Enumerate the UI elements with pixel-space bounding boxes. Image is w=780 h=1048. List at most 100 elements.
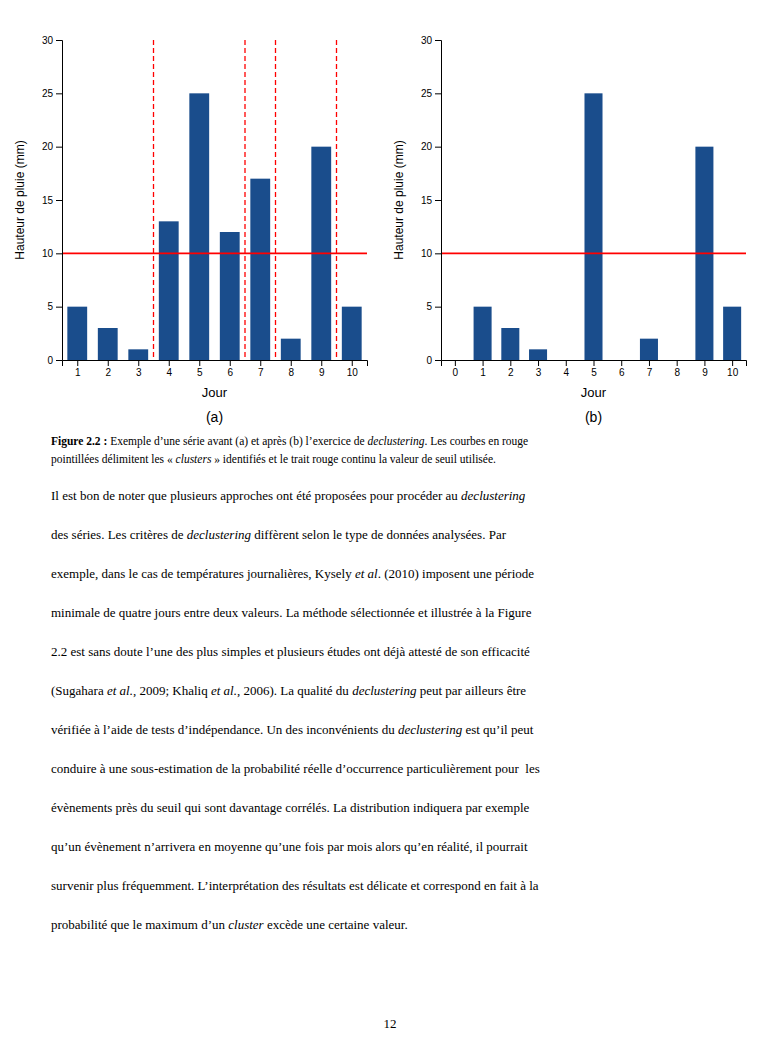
x-tick-label: 6 — [227, 367, 233, 378]
body-line: qu’un évènement n’arrivera en moyenne qu… — [51, 839, 528, 854]
body-line: exemple, dans le cas de températures jou… — [51, 566, 534, 581]
x-tick-mark — [455, 360, 456, 366]
x-axis-title: Jour — [202, 385, 228, 400]
x-axis: 12345678910 — [63, 360, 368, 378]
panel-label: (a) — [206, 409, 223, 425]
cluster-boundary — [153, 40, 154, 360]
y-tick-mark — [56, 307, 62, 308]
cluster-boundary — [244, 40, 245, 360]
x-tick: 0 — [453, 360, 459, 378]
x-tick-mark — [291, 360, 292, 366]
body-line-segment: peut par ailleurs être — [416, 683, 526, 698]
x-tick-label: 2 — [508, 367, 514, 378]
y-tick: 20 — [421, 141, 441, 152]
x-tick-label: 2 — [105, 367, 111, 378]
body-line-segment: declustering — [461, 488, 526, 503]
x-axis: 012345678910 — [442, 360, 747, 378]
body-line: probabilité que le maximum d’un cluster … — [51, 917, 408, 932]
x-tick-mark — [199, 360, 200, 366]
bar — [557, 360, 575, 361]
x-tick-mark — [621, 360, 622, 366]
y-tick: 20 — [42, 141, 62, 152]
x-tick-label: 3 — [536, 367, 542, 378]
y-axis-title: Hauteur de pluie (mm) — [13, 140, 27, 259]
x-tick-label: 7 — [258, 367, 264, 378]
x-tick: 2 — [508, 360, 514, 378]
x-tick-label: 3 — [136, 367, 142, 378]
x-tick-mark — [169, 360, 170, 366]
body-line: survenir plus fréquemment. L’interprétat… — [51, 878, 539, 893]
y-tick-label: 30 — [421, 35, 433, 46]
y-tick-mark — [435, 93, 441, 94]
body-line-segment: excède une certaine valeur. — [264, 917, 408, 932]
body-line: minimale de quatre jours entre deux vale… — [51, 605, 532, 620]
panel-label: (b) — [585, 409, 602, 425]
body-line-segment: declustering — [187, 527, 252, 542]
y-tick-mark — [56, 147, 62, 148]
x-tick-mark — [352, 360, 353, 366]
x-tick: 2 — [105, 360, 111, 378]
x-tick-mark — [77, 360, 78, 366]
cluster-boundary — [275, 40, 276, 360]
y-tick: 5 — [426, 301, 441, 312]
y-tick: 5 — [47, 301, 62, 312]
body-line: des séries. Les critères de declustering… — [51, 527, 507, 542]
y-tick-label: 25 — [42, 88, 54, 99]
bar — [98, 328, 118, 360]
body-line: conduire à une sous-estimation de la pro… — [51, 761, 540, 776]
y-tick-label: 15 — [421, 195, 433, 206]
axis-line — [56, 41, 63, 361]
x-tick-label: 5 — [197, 367, 203, 378]
y-axis: 051015202530 — [42, 35, 63, 366]
x-tick-label: 0 — [453, 367, 459, 378]
y-tick-mark — [435, 360, 441, 361]
x-tick: 5 — [197, 360, 203, 378]
x-tick: 5 — [591, 360, 597, 378]
x-tick-mark — [260, 360, 261, 366]
page-number: 12 — [384, 1016, 397, 1031]
x-tick: 8 — [288, 360, 294, 378]
cluster-boundary — [336, 40, 337, 360]
x-tick-label: 9 — [702, 367, 708, 378]
body-line-segment: et al — [355, 566, 378, 581]
x-tick: 6 — [619, 360, 625, 378]
x-tick-label: 4 — [166, 367, 172, 378]
bar — [342, 307, 362, 360]
bar — [474, 307, 492, 360]
y-axis-title: Hauteur de pluie (mm) — [392, 140, 406, 259]
body-line: 2.2 est sans doute l’une des plus simple… — [51, 644, 530, 659]
y-tick: 30 — [42, 35, 62, 46]
x-tick-mark — [483, 360, 484, 366]
bar — [189, 93, 209, 360]
x-tick: 9 — [319, 360, 325, 378]
bar — [501, 328, 519, 360]
x-axis-title: Jour — [581, 385, 607, 400]
x-tick: 9 — [702, 360, 708, 378]
y-tick-mark — [435, 253, 441, 254]
chart: 012345678910051015202530JourHauteur de p… — [392, 35, 747, 425]
body-line-segment: probabilité que le maximum d’un — [51, 917, 228, 932]
x-tick-mark — [732, 360, 733, 366]
bar — [67, 307, 87, 360]
caption-line-segment: . Les courbes en rouge — [424, 435, 528, 448]
y-tick-label: 5 — [426, 301, 432, 312]
body-line-segment: et al. — [107, 683, 133, 698]
y-tick-mark — [435, 40, 441, 41]
y-tick-label: 10 — [42, 248, 54, 259]
threshold-line — [441, 252, 746, 254]
bar — [723, 307, 741, 360]
x-tick-label: 8 — [288, 367, 294, 378]
bar — [159, 221, 179, 360]
body-line: (Sugahara et al., 2009; Khaliq et al., 2… — [51, 683, 526, 698]
x-tick-label: 1 — [480, 367, 486, 378]
x-tick: 3 — [536, 360, 542, 378]
body-line-segment: évènements près du seuil qui sont davant… — [51, 800, 530, 815]
caption-line-segment: » identifiés et le trait rouge continu l… — [211, 453, 496, 466]
body-line-segment: . (2010) imposent une période — [378, 566, 535, 581]
plot-area — [62, 40, 367, 360]
body-line-segment: survenir plus fréquemment. L’interprétat… — [51, 878, 539, 893]
y-tick: 0 — [426, 355, 441, 366]
x-tick-label: 7 — [647, 367, 653, 378]
y-tick-mark — [435, 147, 441, 148]
bar — [584, 93, 602, 360]
